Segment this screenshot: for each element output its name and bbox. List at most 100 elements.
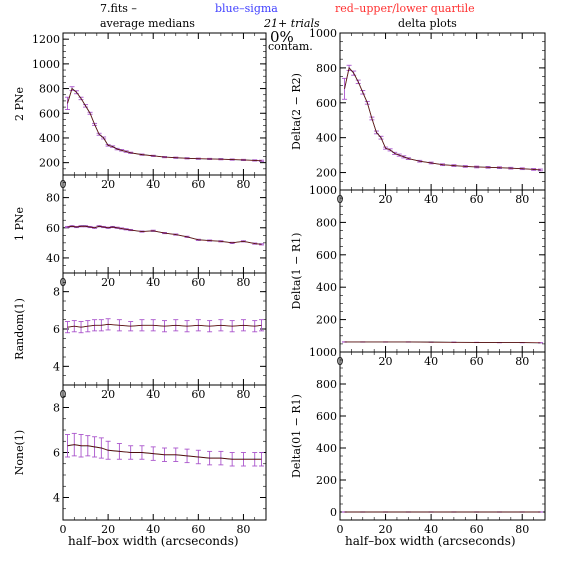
y-axis-label: None(1) — [13, 430, 26, 475]
y-tick-label: 600 — [39, 107, 60, 120]
y-tick-label: 400 — [316, 442, 337, 455]
y-tick-label: 60 — [46, 222, 60, 235]
panel-frame — [339, 32, 546, 191]
y-axis-label: 2 PNe — [13, 87, 26, 121]
header-trials: 21+ trials — [263, 17, 320, 30]
quartile-line — [67, 88, 262, 162]
header-red-legend: red–upper/lower quartile — [335, 2, 475, 15]
y-tick-label: 0 — [330, 506, 337, 519]
y-tick-label: 200 — [316, 314, 337, 327]
y-tick-label: 600 — [316, 410, 337, 423]
y-tick-label: 200 — [39, 157, 60, 170]
median-line — [67, 225, 262, 245]
panel-frame — [339, 189, 546, 353]
x-axis-label-right: half–box width (arcseconds) — [345, 534, 516, 548]
panel-frame — [339, 351, 546, 521]
quartile-line — [67, 226, 262, 245]
y-axis-label: 1 PNe — [13, 207, 26, 241]
x-tick-label: 80 — [515, 355, 529, 368]
y-tick-label: 200 — [316, 474, 337, 487]
quartile-line — [67, 324, 262, 328]
x-tick-label: 0 — [337, 523, 344, 536]
x-tick-label: 40 — [146, 178, 160, 191]
y-tick-label: 4 — [53, 492, 60, 505]
y-tick-label: 1000 — [309, 27, 337, 40]
x-tick-label: 20 — [379, 355, 393, 368]
quartile-line — [344, 341, 541, 344]
y-tick-label: 40 — [46, 252, 60, 265]
x-tick-label: 60 — [470, 193, 484, 206]
x-tick-label: 80 — [515, 523, 529, 536]
y-tick-label: 1000 — [309, 184, 337, 197]
y-tick-label: 400 — [316, 132, 337, 145]
x-tick-label: 60 — [191, 388, 205, 401]
x-tick-label: 80 — [236, 523, 250, 536]
quartile-line — [344, 67, 541, 171]
x-tick-label: 0 — [60, 523, 67, 536]
x-tick-label: 60 — [470, 523, 484, 536]
y-tick-label: 200 — [316, 167, 337, 180]
median-line — [344, 66, 541, 171]
x-tick-label: 60 — [470, 355, 484, 368]
y-tick-label: 1200 — [32, 33, 60, 46]
y-tick-label: 1000 — [32, 58, 60, 71]
x-tick-label: 40 — [146, 388, 160, 401]
header-blue-legend: blue–sigma — [215, 2, 278, 15]
y-axis-label: Delta(2 − R2) — [290, 73, 303, 150]
quartile-line — [67, 444, 262, 460]
x-tick-label: 60 — [191, 523, 205, 536]
y-axis-label: Random(1) — [13, 298, 26, 360]
x-tick-label: 40 — [146, 276, 160, 289]
panel-delta0: 0 200 400 600 800 1000 0 20 40 60 80 Delta(01 − R1) — [290, 346, 546, 536]
header-filename: 7.fits – — [100, 2, 137, 15]
y-tick-label: 80 — [46, 192, 60, 205]
y-tick-label: 6 — [53, 323, 60, 336]
left-panel-title: average medians — [100, 17, 195, 30]
y-tick-label: 800 — [39, 83, 60, 96]
y-tick-label: 8 — [53, 402, 60, 415]
x-tick-label: 20 — [101, 388, 115, 401]
right-panel-title: delta plots — [398, 17, 457, 30]
y-tick-label: 600 — [316, 97, 337, 110]
x-tick-label: 20 — [379, 523, 393, 536]
x-tick-label: 60 — [191, 276, 205, 289]
y-tick-label: 4 — [53, 360, 60, 373]
y-tick-label: 400 — [39, 132, 60, 145]
x-tick-label: 20 — [379, 193, 393, 206]
x-tick-label: 80 — [236, 276, 250, 289]
header-contam-word: contam. — [268, 40, 313, 53]
x-tick-label: 40 — [424, 355, 438, 368]
x-tick-label: 60 — [191, 178, 205, 191]
x-tick-label: 40 — [146, 523, 160, 536]
y-tick-label: 800 — [316, 216, 337, 229]
y-tick-label: 600 — [316, 249, 337, 262]
panel-frame — [62, 32, 267, 176]
y-tick-label: 400 — [316, 281, 337, 294]
y-tick-label: 6 — [53, 447, 60, 460]
median-line — [67, 87, 262, 162]
x-tick-label: 20 — [101, 276, 115, 289]
x-tick-label: 40 — [424, 193, 438, 206]
y-tick-label: 800 — [316, 62, 337, 75]
x-tick-label: 20 — [101, 523, 115, 536]
y-tick-label: 800 — [316, 378, 337, 391]
y-tick-label: 8 — [53, 286, 60, 299]
x-tick-label: 20 — [101, 178, 115, 191]
y-axis-label: Delta(1 − R1) — [290, 233, 303, 310]
panel-random: 4 6 80 20 40 60 80 Random(1) — [13, 272, 267, 401]
y-axis-label: Delta(01 − R1) — [290, 394, 303, 478]
x-tick-label: 80 — [236, 178, 250, 191]
x-tick-label: 80 — [236, 388, 250, 401]
header-contam-pct: 0% — [270, 28, 294, 46]
x-axis-label-left: half–box width (arcseconds) — [68, 534, 239, 548]
x-tick-label: 40 — [424, 523, 438, 536]
x-tick-label: 80 — [515, 193, 529, 206]
y-tick-label: 1000 — [309, 346, 337, 359]
